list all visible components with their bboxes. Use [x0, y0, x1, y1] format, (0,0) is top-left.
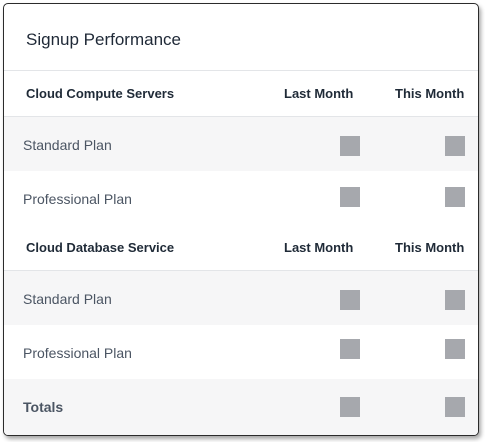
column-header-last-month: Last Month	[284, 86, 354, 101]
table-row: Professional Plan	[4, 325, 478, 379]
this-month-value-placeholder	[445, 290, 465, 310]
column-header-last-month: Last Month	[284, 240, 354, 255]
this-month-value-placeholder	[445, 339, 465, 359]
table-row: Standard Plan	[4, 271, 478, 325]
row-label: Standard Plan	[23, 291, 112, 307]
divider	[4, 270, 478, 271]
table-row: Professional Plan	[4, 171, 478, 225]
table-row: Standard Plan	[4, 117, 478, 171]
last-month-value-placeholder	[340, 290, 360, 310]
totals-label: Totals	[23, 399, 64, 415]
section-title: Cloud Compute Servers	[26, 86, 175, 101]
this-month-value-placeholder	[445, 136, 465, 156]
section-header-database: Cloud Database Service Last Month This M…	[4, 225, 478, 270]
last-month-value-placeholder	[340, 339, 360, 359]
last-month-value-placeholder	[340, 187, 360, 207]
column-header-this-month: This Month	[395, 240, 465, 255]
last-month-value-placeholder	[340, 136, 360, 156]
this-month-total-placeholder	[445, 397, 465, 417]
signup-performance-card: Signup Performance Cloud Compute Servers…	[3, 3, 479, 436]
this-month-value-placeholder	[445, 187, 465, 207]
row-label: Professional Plan	[23, 345, 132, 361]
row-label: Standard Plan	[23, 137, 112, 153]
divider	[4, 116, 478, 117]
card-title: Signup Performance	[26, 30, 181, 49]
section-title: Cloud Database Service	[26, 240, 175, 255]
column-header-this-month: This Month	[395, 86, 465, 101]
divider	[4, 70, 478, 71]
row-label: Professional Plan	[23, 191, 132, 207]
section-header-compute: Cloud Compute Servers Last Month This Mo…	[4, 70, 478, 116]
totals-row: Totals	[4, 379, 478, 435]
last-month-total-placeholder	[340, 397, 360, 417]
